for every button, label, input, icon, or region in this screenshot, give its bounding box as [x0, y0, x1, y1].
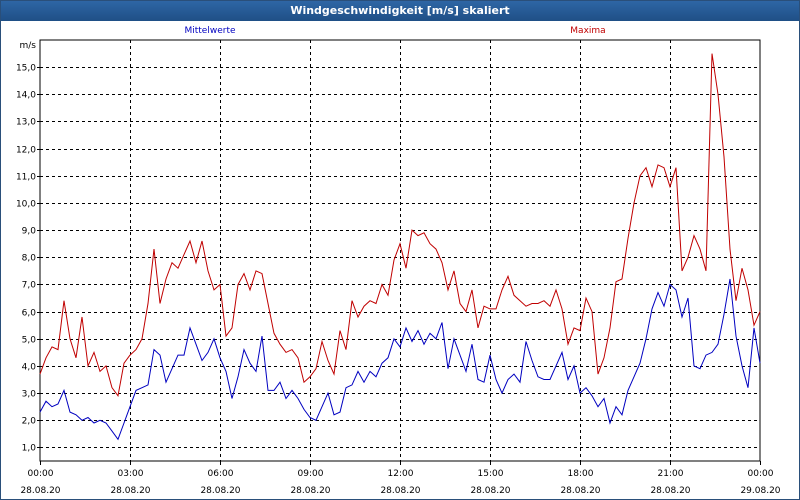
x-tick-date-label: 28.08.20	[290, 486, 330, 496]
series-line-maxima	[39, 53, 761, 398]
x-tick-date-label: 28.08.20	[200, 486, 240, 496]
x-tick-time-label: 18:00	[568, 469, 594, 479]
x-tick-date-label: 28.08.20	[110, 486, 150, 496]
y-tick-label: 3,0	[22, 390, 37, 400]
x-tick-time-label: 03:00	[118, 469, 144, 479]
x-tick-date-label: 28.08.20	[470, 486, 510, 496]
y-tick-label: 11,0	[16, 173, 36, 183]
y-tick-label: 2,0	[22, 417, 37, 427]
y-tick-label: 6,0	[22, 309, 37, 319]
x-tick-time-label: 12:00	[388, 469, 414, 479]
window-title: Windgeschwindigkeit [m/s] skaliert	[1, 1, 799, 21]
x-tick-time-label: 15:00	[478, 469, 504, 479]
y-tick-label: 12,0	[16, 146, 36, 156]
x-tick-time-label: 09:00	[298, 469, 324, 479]
y-tick-label: 5,0	[22, 336, 37, 346]
x-tick-date-label: 28.08.20	[560, 486, 600, 496]
y-tick-label: 15,0	[16, 64, 36, 74]
y-axis-unit: m/s	[20, 41, 37, 51]
x-tick-date-label: 28.08.20	[650, 486, 690, 496]
series-line-mittelwerte	[39, 278, 761, 441]
y-tick-label: 13,0	[16, 118, 36, 128]
x-tick-time-label: 06:00	[208, 469, 234, 479]
legend-mittelwerte: Mittelwerte	[184, 26, 235, 36]
y-tick-label: 1,0	[22, 444, 37, 454]
y-tick-label: 9,0	[22, 227, 37, 237]
x-tick-date-label: 28.08.20	[20, 486, 60, 496]
legend-maxima: Maxima	[570, 26, 605, 36]
x-tick-time-label: 21:00	[658, 469, 684, 479]
x-tick-time-label: 00:00	[748, 469, 774, 479]
y-tick-label: 10,0	[16, 200, 36, 210]
y-tick-label: 14,0	[16, 91, 36, 101]
x-tick-date-label: 28.08.20	[380, 486, 420, 496]
y-tick-label: 8,0	[22, 254, 37, 264]
y-tick-label: 4,0	[22, 363, 37, 373]
x-tick-time-label: 00:00	[28, 469, 54, 479]
x-tick-date-label: 29.08.20	[740, 486, 780, 496]
y-tick-label: 7,0	[22, 281, 37, 291]
